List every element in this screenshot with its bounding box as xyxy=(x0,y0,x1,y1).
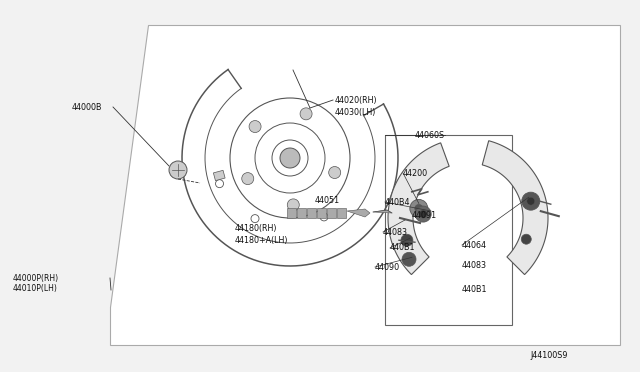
Text: 44090: 44090 xyxy=(375,263,400,272)
Text: 440B1: 440B1 xyxy=(390,244,415,253)
Text: 440B4: 440B4 xyxy=(385,198,410,206)
Text: 44000P(RH): 44000P(RH) xyxy=(13,273,59,282)
Circle shape xyxy=(242,173,253,185)
Polygon shape xyxy=(482,141,548,275)
Bar xyxy=(287,208,296,218)
Circle shape xyxy=(521,234,531,244)
Circle shape xyxy=(300,108,312,120)
Circle shape xyxy=(401,234,413,246)
Text: 44091: 44091 xyxy=(412,211,437,219)
Text: 44030(LH): 44030(LH) xyxy=(335,108,376,116)
Text: 44064: 44064 xyxy=(462,241,487,250)
Circle shape xyxy=(415,206,431,222)
Polygon shape xyxy=(388,143,449,275)
Bar xyxy=(327,208,336,218)
Circle shape xyxy=(410,199,428,218)
Bar xyxy=(385,135,512,325)
Text: 44051: 44051 xyxy=(315,196,340,205)
Text: 44200: 44200 xyxy=(403,169,428,177)
Circle shape xyxy=(527,197,535,205)
Text: 44180+A(LH): 44180+A(LH) xyxy=(235,235,289,244)
Bar xyxy=(307,208,316,218)
Polygon shape xyxy=(110,25,620,345)
Text: 44000B: 44000B xyxy=(72,103,102,112)
Text: 44180(RH): 44180(RH) xyxy=(235,224,278,232)
Text: 44060S: 44060S xyxy=(415,131,445,140)
Circle shape xyxy=(280,148,300,168)
Circle shape xyxy=(169,161,187,179)
Circle shape xyxy=(249,121,261,132)
Text: 44010P(LH): 44010P(LH) xyxy=(13,285,58,294)
Text: 44083: 44083 xyxy=(462,260,487,269)
Text: 44020(RH): 44020(RH) xyxy=(335,96,378,105)
Bar xyxy=(337,208,346,218)
Text: J44100S9: J44100S9 xyxy=(530,350,568,359)
Bar xyxy=(213,170,225,181)
Circle shape xyxy=(419,210,427,218)
Circle shape xyxy=(287,199,300,211)
Circle shape xyxy=(329,167,340,179)
Polygon shape xyxy=(347,209,370,217)
Polygon shape xyxy=(373,210,392,213)
Bar xyxy=(317,208,326,218)
Circle shape xyxy=(522,192,540,210)
Text: 44083: 44083 xyxy=(383,228,408,237)
Bar xyxy=(297,208,306,218)
Circle shape xyxy=(415,205,423,212)
Text: 440B1: 440B1 xyxy=(462,285,488,295)
Circle shape xyxy=(402,252,416,266)
